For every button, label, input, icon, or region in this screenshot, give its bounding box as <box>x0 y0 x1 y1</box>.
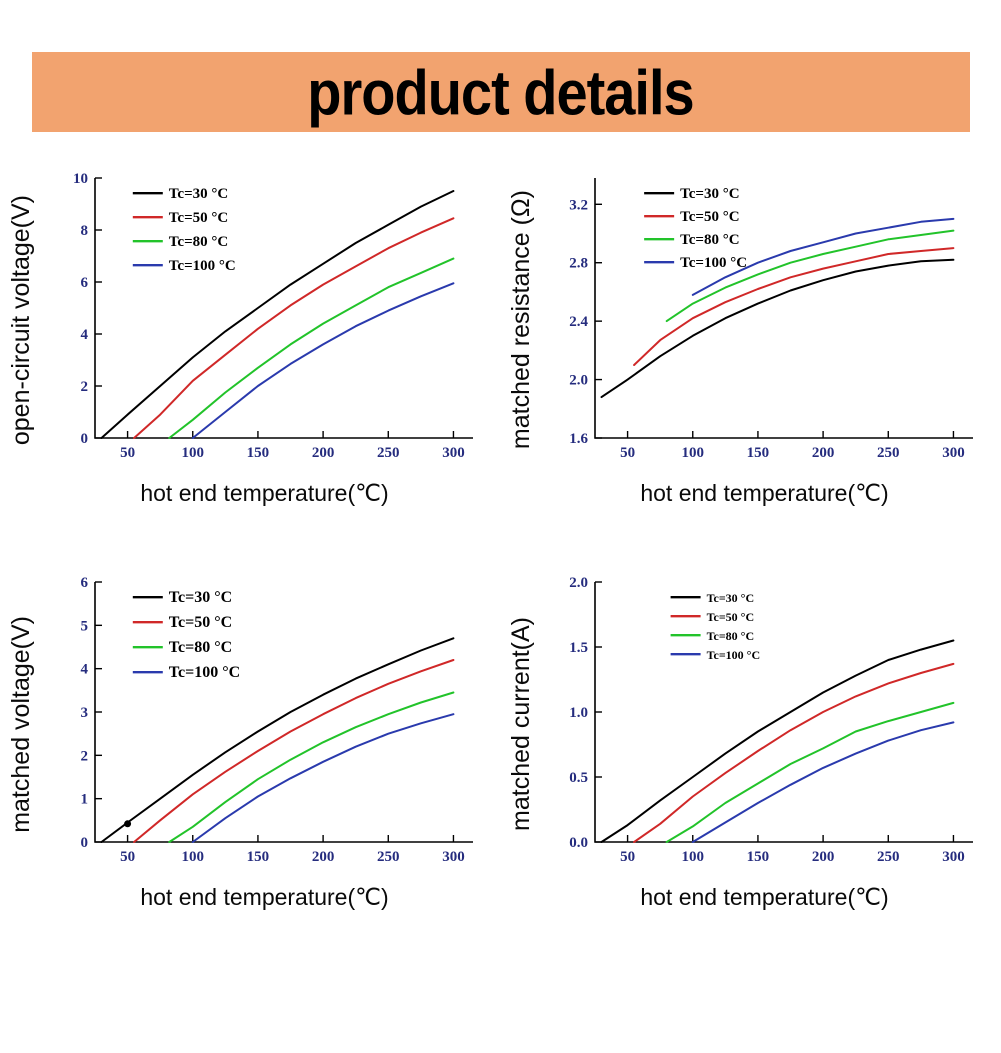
svg-text:Tc=100 °C: Tc=100 °C <box>680 255 747 271</box>
svg-text:Tc=80 °C: Tc=80 °C <box>706 629 754 643</box>
svg-text:2.4: 2.4 <box>569 314 588 330</box>
svg-text:200: 200 <box>811 445 834 461</box>
svg-text:300: 300 <box>942 849 965 865</box>
svg-text:250: 250 <box>877 849 900 865</box>
svg-text:150: 150 <box>746 849 769 865</box>
chart-matched-voltage: matched voltage(V) 50 100 150 200 250 300 0 1 2 3… <box>1 562 501 954</box>
chart-canvas-open-circuit-voltage: 50 100 150 200 250 300 0 2 4 6 8 10 Tc=30 °C Tc=50 °C… <box>73 171 473 461</box>
svg-text:300: 300 <box>442 849 465 865</box>
svg-text:100: 100 <box>181 445 204 461</box>
svg-text:150: 150 <box>246 445 269 461</box>
svg-text:Tc=100 °C: Tc=100 °C <box>168 664 239 681</box>
svg-text:0.0: 0.0 <box>569 835 588 851</box>
svg-text:300: 300 <box>942 445 965 461</box>
chart-matched-resistance: matched resistance (Ω) 50 100 150 200 250 300… <box>501 158 1001 550</box>
svg-text:Tc=100 °C: Tc=100 °C <box>168 258 235 274</box>
svg-text:Tc=80 °C: Tc=80 °C <box>680 232 739 248</box>
chart-open-circuit-voltage: open-circuit voltage(V) 50 100 150 200 250 30… <box>1 158 501 550</box>
svg-text:3: 3 <box>80 705 88 721</box>
svg-text:150: 150 <box>746 445 769 461</box>
x-axis-label: hot end temperature(℃) <box>140 480 389 506</box>
svg-text:2: 2 <box>80 748 88 764</box>
svg-text:6: 6 <box>80 275 88 291</box>
svg-text:4: 4 <box>80 662 88 678</box>
svg-text:3.2: 3.2 <box>569 197 588 213</box>
svg-text:Tc=30 °C: Tc=30 °C <box>168 589 231 606</box>
svg-text:250: 250 <box>877 445 900 461</box>
svg-text:2.0: 2.0 <box>569 575 588 591</box>
x-axis-label: hot end temperature(℃) <box>640 884 889 910</box>
svg-text:Tc=30 °C: Tc=30 °C <box>168 186 227 202</box>
svg-text:250: 250 <box>377 849 400 865</box>
svg-text:Tc=30 °C: Tc=30 °C <box>706 591 754 605</box>
svg-text:0: 0 <box>80 835 88 851</box>
svg-text:Tc=30 °C: Tc=30 °C <box>680 186 739 202</box>
svg-text:2.0: 2.0 <box>569 373 588 389</box>
svg-text:6: 6 <box>80 575 88 591</box>
svg-text:0.5: 0.5 <box>569 770 588 786</box>
svg-text:2: 2 <box>80 379 88 395</box>
svg-text:200: 200 <box>811 849 834 865</box>
x-axis-label: hot end temperature(℃) <box>140 884 389 910</box>
svg-text:50: 50 <box>620 849 635 865</box>
svg-text:Tc=100 °C: Tc=100 °C <box>706 648 760 662</box>
svg-text:4: 4 <box>80 327 88 343</box>
y-axis-label: open-circuit voltage(V) <box>7 194 35 446</box>
svg-text:0: 0 <box>80 431 88 447</box>
svg-text:2.8: 2.8 <box>569 256 588 272</box>
svg-text:5: 5 <box>80 618 88 634</box>
x-axis-label: hot end temperature(℃) <box>640 480 889 506</box>
svg-text:50: 50 <box>620 445 635 461</box>
svg-text:50: 50 <box>120 445 135 461</box>
svg-text:100: 100 <box>181 849 204 865</box>
svg-text:Tc=50 °C: Tc=50 °C <box>680 209 739 225</box>
product-details-banner: product details <box>31 52 970 132</box>
svg-text:200: 200 <box>311 445 334 461</box>
svg-text:Tc=80 °C: Tc=80 °C <box>168 639 231 656</box>
svg-text:1.5: 1.5 <box>569 640 588 656</box>
svg-text:100: 100 <box>681 445 704 461</box>
y-axis-label: matched resistance (Ω) <box>507 190 535 450</box>
svg-text:1.0: 1.0 <box>569 705 588 721</box>
chart-canvas-matched-resistance: 50 100 150 200 250 300 1.6 2.0 2.4 2.8 3.2 Tc=30 °C… <box>569 178 973 461</box>
svg-text:200: 200 <box>311 849 334 865</box>
svg-text:10: 10 <box>73 171 88 187</box>
chart-canvas-matched-current: 50 100 150 200 250 300 0.0 0.5 1.0 1.5 2.0 Tc=30 °C… <box>569 575 973 865</box>
chart-canvas-matched-voltage: 50 100 150 200 250 300 0 1 2 3 4 5 6 Tc=30 °C Tc=50 °C… <box>80 575 473 865</box>
svg-text:100: 100 <box>681 849 704 865</box>
svg-text:1.6: 1.6 <box>569 431 588 447</box>
chart-matched-current: matched current(A) 50 100 150 200 250 300 0.0 0… <box>501 562 1001 954</box>
y-axis-label: matched current(A) <box>507 617 535 831</box>
svg-text:1: 1 <box>80 792 88 808</box>
svg-text:Tc=50 °C: Tc=50 °C <box>168 210 227 226</box>
svg-text:Tc=50 °C: Tc=50 °C <box>168 614 231 631</box>
banner-title: product details <box>307 56 694 128</box>
svg-text:8: 8 <box>80 223 88 239</box>
svg-text:300: 300 <box>442 445 465 461</box>
charts-grid: open-circuit voltage(V) 50 100 150 200 250 30… <box>0 158 1001 954</box>
y-axis-label: matched voltage(V) <box>7 615 35 833</box>
svg-text:Tc=80 °C: Tc=80 °C <box>168 234 227 250</box>
svg-text:150: 150 <box>246 849 269 865</box>
svg-text:Tc=50 °C: Tc=50 °C <box>706 610 754 624</box>
svg-text:250: 250 <box>377 445 400 461</box>
svg-text:50: 50 <box>120 849 135 865</box>
